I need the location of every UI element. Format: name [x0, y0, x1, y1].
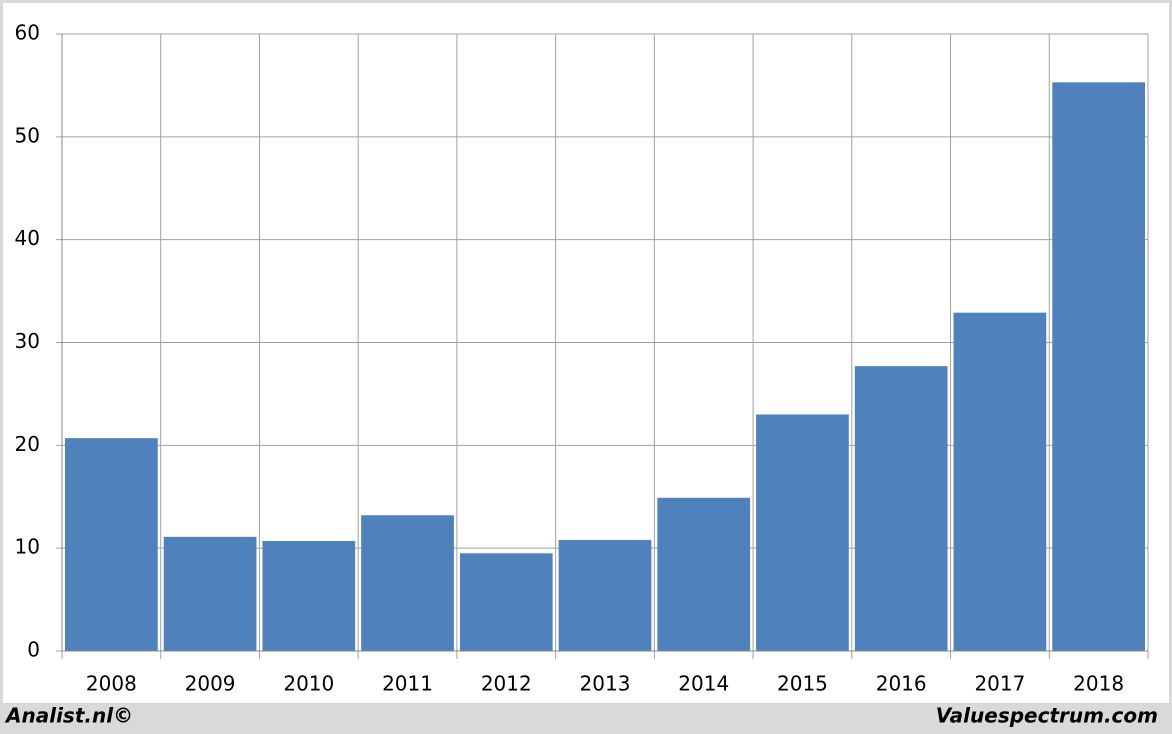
x-tick-label: 2013	[580, 672, 631, 696]
y-tick-label: 0	[27, 638, 40, 662]
bar	[459, 553, 553, 651]
x-tick-label: 2009	[185, 672, 236, 696]
y-tick-label: 20	[15, 432, 40, 456]
x-tick-label: 2015	[777, 672, 828, 696]
bar	[854, 366, 948, 651]
bar	[361, 515, 454, 651]
bar	[65, 438, 158, 651]
bar	[262, 540, 356, 651]
x-tick-label: 2011	[382, 672, 433, 696]
footer-right: Valuespectrum.com	[936, 704, 1158, 728]
bar	[953, 312, 1047, 651]
y-tick-label: 10	[15, 535, 40, 559]
footer-left: Analist.nl©	[4, 704, 133, 728]
bar	[1052, 82, 1145, 651]
y-tick-label: 60	[15, 21, 40, 45]
x-tick-label: 2012	[481, 672, 532, 696]
bar	[657, 497, 751, 651]
y-tick-label: 50	[15, 123, 40, 147]
x-tick-label: 2018	[1073, 672, 1124, 696]
x-tick-label: 2016	[876, 672, 927, 696]
x-tick-label: 2008	[86, 672, 137, 696]
bar	[756, 414, 849, 651]
x-tick-label: 2017	[974, 672, 1025, 696]
y-tick-label: 40	[15, 226, 40, 250]
x-tick-label: 2010	[283, 672, 334, 696]
x-tick-label: 2014	[678, 672, 729, 696]
bar	[558, 539, 652, 651]
y-tick-label: 30	[15, 329, 40, 353]
bar	[163, 536, 257, 651]
